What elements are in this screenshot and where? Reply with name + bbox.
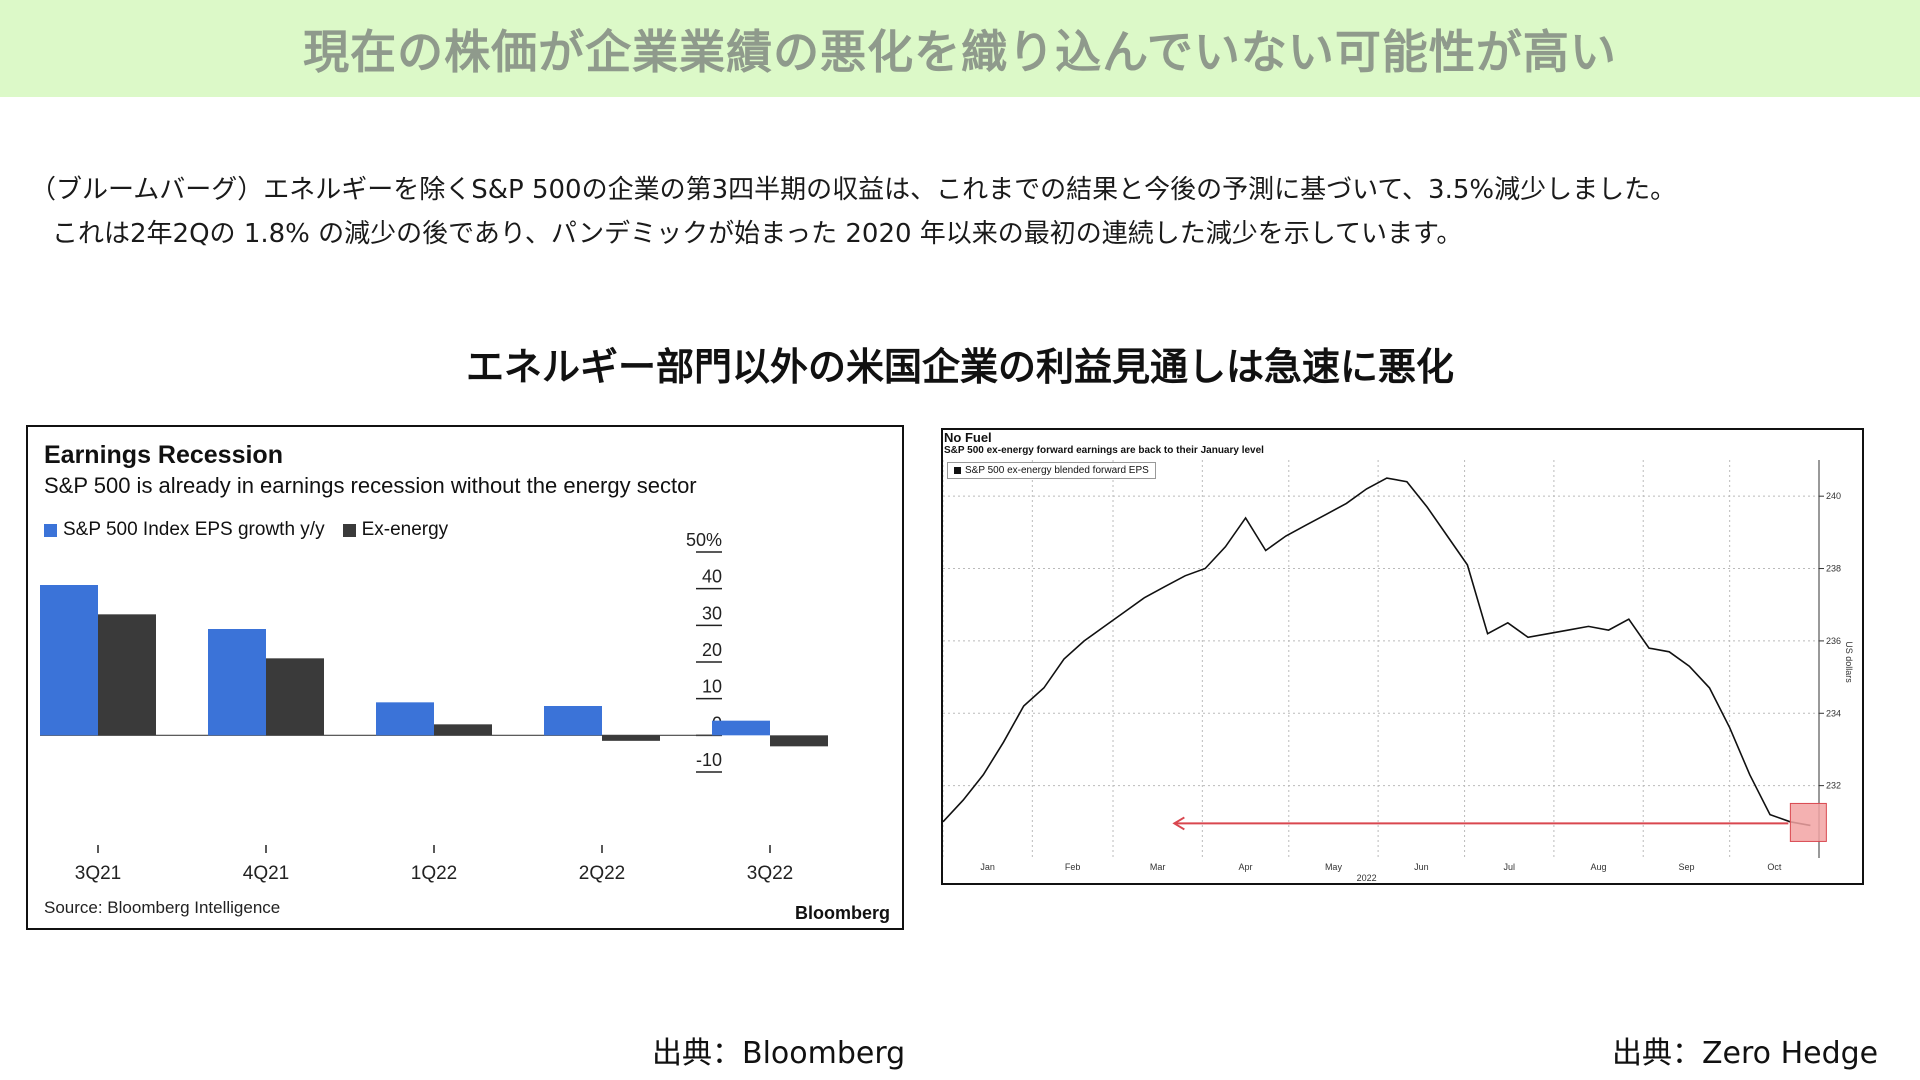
y-tick-label: 234 — [1826, 708, 1841, 718]
legend-label: S&P 500 Index EPS growth y/y — [63, 519, 325, 540]
bar-ex-energy — [602, 735, 660, 741]
y-tick-label: 240 — [1826, 491, 1841, 501]
x-tick-label: Oct — [1767, 862, 1782, 872]
y-tick-label: 232 — [1826, 781, 1841, 791]
chart-title: Earnings Recession — [44, 441, 283, 469]
bar-ex-energy — [770, 735, 828, 747]
forward-eps-line-plot: Jan Feb Mar Apr May Jun Jul Aug Sep Oct 2022 232 234… — [943, 460, 1854, 883]
x-tick-label: Jun — [1414, 862, 1429, 872]
bar-total — [376, 702, 434, 736]
bar-ex-energy — [266, 658, 324, 736]
y-axis-label: US dollars — [1844, 641, 1854, 683]
x-tick-label: Jan — [980, 862, 995, 872]
highlight-box — [1789, 802, 1827, 842]
legend-swatch-blue — [44, 523, 57, 537]
legend-item-ex-energy: Ex-energy — [342, 519, 449, 541]
eps-series-line — [943, 477, 1811, 827]
bar-total — [544, 706, 602, 736]
y-tick-label: 30 — [702, 603, 722, 623]
x-tick-label: 3Q21 — [75, 863, 121, 884]
y-tick-label: 20 — [702, 640, 722, 660]
bar-ex-energy — [434, 724, 492, 736]
summary-paragraph: （ブルームバーグ）エネルギーを除くS&P 500の企業の第3四半期の収益は、これ… — [30, 168, 1910, 256]
bar-total — [40, 585, 98, 736]
chart-legend: S&P 500 Index EPS growth y/y Ex-energy — [44, 519, 448, 541]
legend-label: Ex-energy — [361, 519, 449, 540]
chart-legend: S&P 500 ex-energy blended forward EPS — [947, 462, 1156, 479]
legend-item-total: S&P 500 Index EPS growth y/y — [44, 519, 325, 541]
x-tick-label: Apr — [1239, 862, 1253, 872]
bar-total — [208, 629, 266, 736]
x-tick-label: Aug — [1591, 862, 1607, 872]
source-bloomberg: 出典：Bloomberg — [652, 1036, 906, 1071]
y-tick-label: 10 — [702, 677, 722, 697]
x-tick-label: Jul — [1503, 862, 1515, 872]
legend-label: S&P 500 ex-energy blended forward EPS — [965, 465, 1149, 476]
bloomberg-logo: Bloomberg — [794, 903, 890, 923]
y-tick-label: 50% — [686, 530, 722, 550]
y-tick-label: -10 — [696, 750, 722, 770]
chart-source-note: Source: Bloomberg Intelligence — [44, 898, 281, 917]
x-axis-title: 2022 — [1357, 873, 1377, 883]
legend-swatch — [954, 467, 961, 474]
bar-total — [712, 720, 770, 736]
chart-subtitle: S&P 500 is already in earnings recession… — [44, 473, 697, 498]
y-tick-label: 238 — [1826, 564, 1841, 574]
x-tick-label: Sep — [1678, 862, 1694, 872]
y-tick-label: 236 — [1826, 636, 1841, 646]
x-tick-label: Feb — [1065, 862, 1081, 872]
legend-swatch-dark — [342, 523, 356, 537]
summary-line-1: （ブルームバーグ）エネルギーを除くS&P 500の企業の第3四半期の収益は、これ… — [30, 175, 1677, 205]
summary-line-2: これは2年2Qの 1.8% の減少の後であり、パンデミックが始まった 2020 … — [52, 219, 1463, 249]
x-tick-label: 2Q22 — [579, 863, 625, 884]
x-tick-label: May — [1325, 862, 1343, 872]
arrow-head — [1172, 816, 1185, 831]
x-tick-label: 1Q22 — [411, 863, 457, 884]
x-tick-label: 4Q21 — [243, 863, 289, 884]
source-zero-hedge: 出典：Zero Hedge — [1612, 1036, 1879, 1071]
title-banner: 現在の株価が企業業績の悪化を織り込んでいない可能性が高い — [0, 0, 1920, 97]
no-fuel-chart: Jan Feb Mar Apr May Jun Jul Aug Sep Oct 2022 232 234… — [941, 428, 1864, 885]
chart-title: No Fuel — [944, 430, 992, 445]
chart-subtitle: S&P 500 ex-energy forward earnings are b… — [944, 445, 1264, 456]
y-tick-label: 40 — [702, 567, 722, 587]
x-tick-label: 3Q22 — [747, 863, 793, 884]
section-heading: エネルギー部門以外の米国企業の利益見通しは急速に悪化 — [465, 345, 1454, 389]
page-title: 現在の株価が企業業績の悪化を織り込んでいない可能性が高い — [303, 24, 1617, 79]
x-tick-label: Mar — [1150, 862, 1166, 872]
bar-ex-energy — [98, 614, 156, 736]
